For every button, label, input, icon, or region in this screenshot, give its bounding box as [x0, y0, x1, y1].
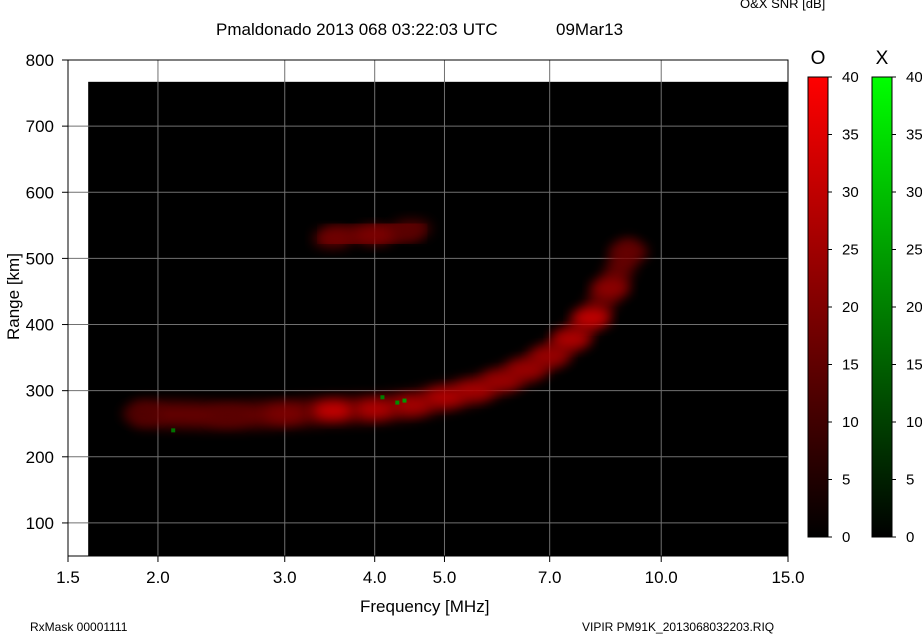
o-trace-point	[312, 401, 353, 420]
o-trace-point	[481, 371, 522, 390]
x-echo-point	[171, 428, 176, 433]
o-trace-point	[529, 347, 570, 366]
o-trace-point	[121, 404, 162, 423]
o-multihop-point	[354, 226, 395, 245]
x-tick-label: 1.5	[56, 568, 80, 587]
x-axis-label: Frequency [MHz]	[360, 597, 490, 616]
colorbar-tick-label: 15	[906, 357, 922, 374]
chart-title: Pmaldonado 2013 068 03:22:03 UTC	[216, 20, 498, 39]
o-trace-point	[264, 404, 305, 423]
plot-frame	[67, 59, 789, 557]
x-tick-label: 7.0	[538, 568, 562, 587]
y-tick-label: 600	[26, 183, 54, 202]
x-tick-label: 5.0	[433, 568, 457, 587]
colorbar-tick-label: 5	[906, 472, 914, 489]
file-name-footer: VIPIR PM91K_2013068032203.RIQ	[582, 620, 775, 634]
o-trace-point	[454, 381, 495, 400]
y-tick-label: 500	[26, 249, 54, 268]
colorbar-o	[807, 76, 829, 538]
y-tick-label: 700	[26, 117, 54, 136]
y-tick-label: 100	[26, 514, 54, 533]
x-tick-label: 15.0	[771, 568, 804, 587]
colorbar-tick-label: 20	[842, 299, 859, 316]
colorbar-tick-label: 5	[842, 472, 850, 489]
y-tick-label: 200	[26, 448, 54, 467]
colorbar-tick-label: 30	[842, 184, 859, 201]
colorbar-tick-label: 25	[842, 242, 859, 259]
chart-date: 09Mar13	[556, 20, 624, 39]
x-tick-label: 3.0	[273, 568, 297, 587]
colorbar-tick-label: 10	[906, 414, 922, 431]
o-trace-point	[354, 400, 395, 419]
x-tick-label: 2.0	[146, 568, 170, 587]
x-tick-label: 10.0	[645, 568, 678, 587]
o-trace-point	[506, 360, 547, 379]
o-multihop-point	[391, 219, 432, 238]
colorbar-label: O	[811, 48, 826, 69]
x-tick-label: 4.0	[363, 568, 387, 587]
colorbar-tick-label: 20	[906, 299, 922, 316]
x-echo-point	[380, 395, 385, 400]
colorbar-tick-label: 10	[842, 414, 859, 431]
y-tick-label: 400	[26, 316, 54, 335]
colorbar-tick-label: 30	[906, 184, 922, 201]
o-trace-point	[424, 388, 465, 407]
colorbar-tick-label: 0	[842, 529, 850, 546]
colorbar-tick-label: 25	[906, 242, 922, 259]
colorbar-x	[871, 76, 893, 538]
o-trace-point	[608, 242, 649, 261]
o-trace-point	[551, 330, 592, 349]
colorbar-label: X	[876, 48, 889, 69]
o-trace-point	[207, 406, 248, 425]
o-trace-point	[590, 279, 631, 298]
colorbar-tick-label: 40	[906, 69, 922, 86]
snr-colorbar-title: O&X SNR [dB]	[740, 0, 826, 11]
x-echo-point	[402, 398, 407, 403]
o-trace-point	[391, 396, 432, 415]
colorbar-tick-label: 0	[906, 529, 914, 546]
rx-mask-footer: RxMask 00001111	[30, 620, 128, 634]
x-echo-point	[395, 400, 400, 405]
colorbar-tick-label: 35	[842, 127, 859, 144]
o-multihop-point	[312, 229, 353, 248]
o-trace-point	[571, 308, 612, 327]
data-area	[88, 81, 789, 556]
colorbar-tick-label: 40	[842, 69, 859, 86]
y-tick-label: 800	[26, 51, 54, 70]
colorbar-tick-label: 35	[906, 127, 922, 144]
y-tick-label: 300	[26, 382, 54, 401]
colorbar-tick-label: 15	[842, 357, 859, 374]
